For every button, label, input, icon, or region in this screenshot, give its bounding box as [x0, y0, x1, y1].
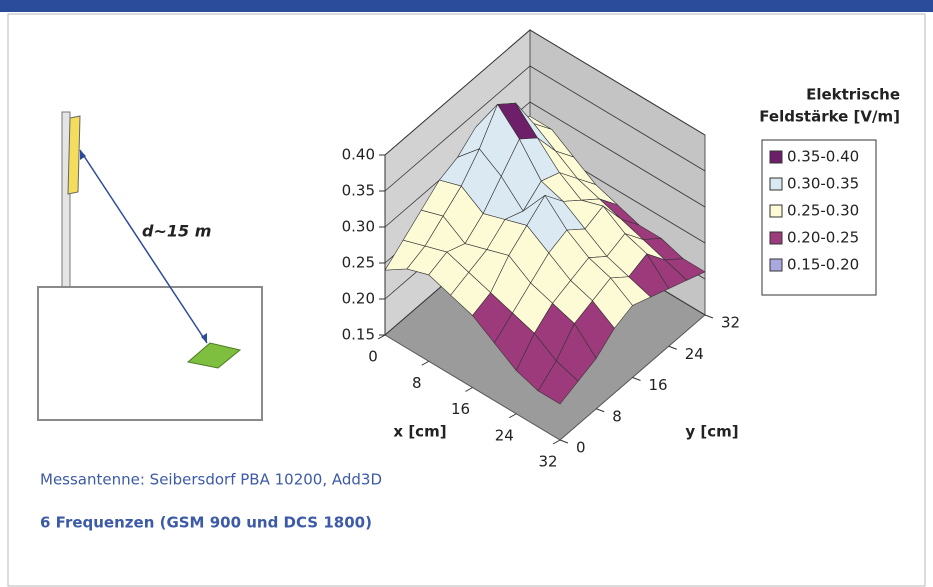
y-tick-label: 24: [685, 345, 704, 363]
grid-line: [384, 101, 706, 228]
tick-mark: [552, 439, 561, 445]
legend-swatch: [769, 150, 783, 164]
x-axis-label: x [cm]: [393, 423, 446, 441]
x-tick-label: 8: [412, 374, 422, 392]
tick-mark: [559, 439, 569, 444]
x-tick-label: 32: [538, 453, 557, 471]
y-tick-label: 0: [576, 439, 586, 457]
distance-arrow: [79, 149, 208, 344]
z-tick-label: 0.25: [342, 254, 375, 272]
arrow-head: [201, 333, 207, 343]
grid-line: [384, 29, 706, 156]
top-bar: [0, 0, 933, 12]
footer: 6 Frequenzen (GSM 900 und DCS 1800): [40, 514, 372, 532]
legend-label: 0.30-0.35: [787, 175, 859, 193]
tick-mark: [465, 387, 473, 392]
z-tick-label: 0.15: [342, 326, 375, 344]
surface-chart: 0.15 0.20 0.25 0.30 0.35 0.40 0 8 16 24 32 0 8 16 24 32…: [342, 28, 900, 471]
probe-area: [186, 342, 242, 369]
legend-title: Elektrische: [806, 86, 900, 104]
tick-mark: [377, 334, 386, 340]
arrow-head: [80, 150, 86, 160]
y-axis-label: y [cm]: [685, 423, 738, 441]
y-tick-label: 32: [721, 314, 740, 332]
legend-swatch: [769, 204, 783, 218]
y-tick-label: 8: [612, 407, 622, 425]
legend-label: 0.15-0.20: [787, 256, 859, 274]
y-tick-label: 16: [649, 376, 668, 394]
frame: [7, 13, 926, 587]
antenna: [67, 115, 81, 195]
legend-label: 0.35-0.40: [787, 148, 859, 166]
x-tick-label: 0: [368, 348, 378, 366]
legend-swatch: [769, 177, 783, 191]
tick-mark: [509, 413, 517, 419]
pole: [61, 111, 71, 288]
caption: Messantenne: Seibersdorf PBA 10200, Add3…: [40, 471, 382, 489]
distance-label: d~15 m: [142, 222, 211, 241]
legend-swatch: [769, 231, 783, 245]
z-tick-label: 0.20: [342, 290, 375, 308]
grid-line: [384, 65, 706, 192]
legend-label: 0.20-0.25: [787, 229, 859, 247]
surface-patch: [537, 360, 579, 405]
legend-swatch: [769, 258, 783, 272]
x-tick-label: 24: [495, 426, 514, 444]
tick-mark: [596, 408, 605, 413]
tick-mark: [668, 345, 677, 350]
z-tick-label: 0.30: [342, 218, 375, 236]
tick-mark: [632, 377, 641, 381]
legend-label: 0.25-0.30: [787, 202, 859, 220]
x-tick-label: 16: [451, 400, 470, 418]
tick-mark: [421, 360, 429, 366]
z-tick-label: 0.35: [342, 182, 375, 200]
z-tick-label: 0.40: [342, 146, 375, 164]
tick-mark: [704, 314, 714, 319]
legend-title: Feldstärke [V/m]: [759, 108, 900, 126]
